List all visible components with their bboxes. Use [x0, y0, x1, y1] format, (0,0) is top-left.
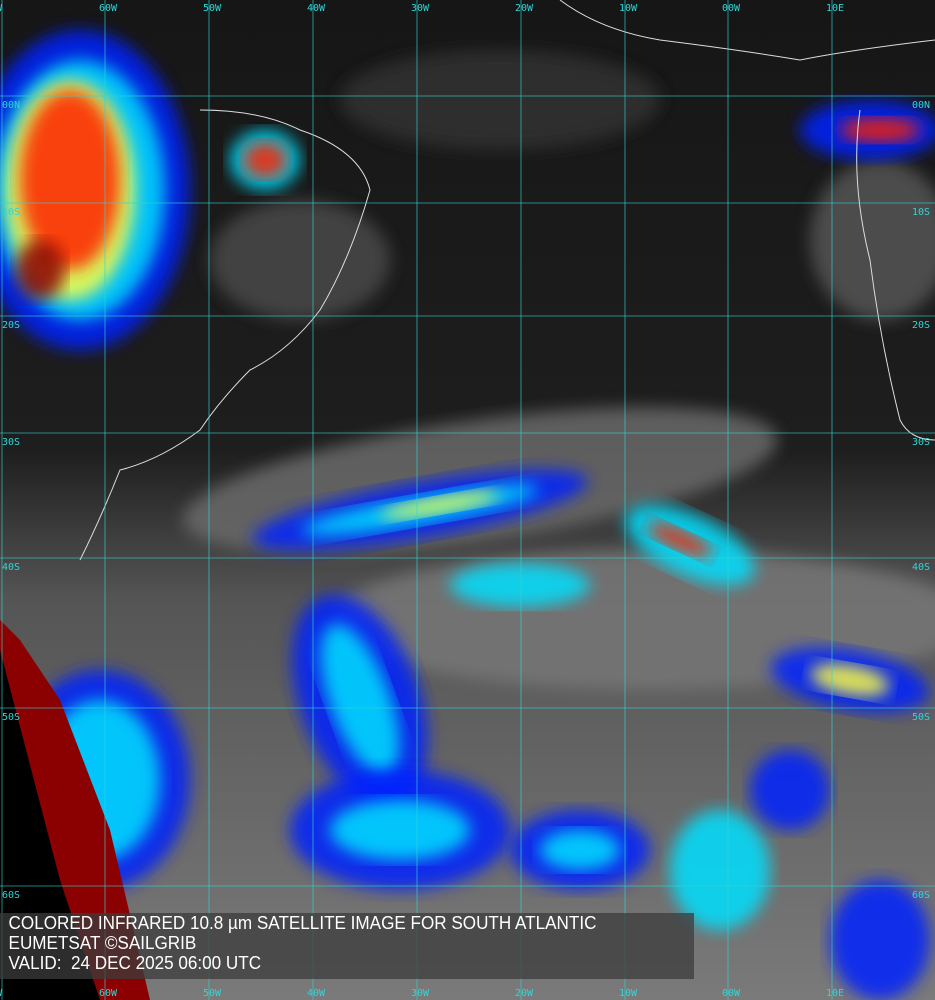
- latitude-label: 60S: [2, 890, 20, 901]
- cloud-blob: [840, 118, 920, 142]
- latitude-label: 00N: [2, 100, 20, 111]
- longitude-label: 10W: [619, 988, 638, 999]
- latitude-label: 60S: [912, 890, 930, 901]
- caption-valid-time: VALID: 24 DEC 2025 06:00 UTC: [8, 953, 262, 973]
- cloud-blob: [243, 142, 287, 178]
- latitude-label: 40S: [912, 562, 930, 573]
- cloud-blob: [647, 522, 713, 558]
- latitude-label: 50S: [2, 712, 20, 723]
- latitude-label: 00N: [912, 100, 930, 111]
- longitude-label: 00W: [722, 988, 741, 999]
- longitude-label: 50W: [203, 988, 222, 999]
- cloud-blob: [830, 880, 930, 1000]
- coastlines: [79, 0, 935, 561]
- longitude-label: 20W: [515, 3, 534, 14]
- cloud-blob: [810, 160, 935, 320]
- longitude-label: 30W: [411, 3, 430, 14]
- latitude-label: 40S: [2, 562, 20, 573]
- cloud-blob: [750, 750, 830, 830]
- longitude-label: 30W: [411, 988, 430, 999]
- longitude-label: 20W: [515, 988, 534, 999]
- latitude-label: 20S: [912, 320, 930, 331]
- latitude-label: 20S: [2, 320, 20, 331]
- longitude-label: 40W: [307, 3, 326, 14]
- longitude-label: W: [0, 3, 3, 14]
- longitude-label: 10E: [826, 988, 844, 999]
- cloud-blob: [450, 563, 590, 607]
- latitude-label: 50S: [912, 712, 930, 723]
- cloud-blob: [670, 810, 770, 930]
- longitude-label: 10E: [826, 3, 844, 14]
- longitude-label: 50W: [203, 3, 222, 14]
- longitude-label: W: [0, 988, 3, 999]
- cloud-blob: [340, 50, 660, 150]
- latitude-label: 30S: [912, 437, 930, 448]
- cloud-layer: [0, 30, 935, 1000]
- cloud-blob: [210, 200, 390, 320]
- image-caption: COLORED INFRARED 10.8 µm SATELLITE IMAGE…: [0, 913, 694, 979]
- cloud-blob: [320, 624, 400, 776]
- space-edge: [0, 650, 100, 1000]
- longitude-label: 60W: [99, 988, 118, 999]
- longitude-label: 60W: [99, 3, 118, 14]
- latitude-label: 30S: [2, 437, 20, 448]
- cloud-blob: [540, 830, 620, 870]
- latitude-label: 10S: [2, 207, 20, 218]
- caption-source: EUMETSAT ©SAILGRIB: [8, 933, 197, 953]
- cloud-blob: [15, 240, 65, 300]
- cloud-blob: [20, 90, 120, 270]
- caption-title: COLORED INFRARED 10.8 µm SATELLITE IMAGE…: [8, 913, 597, 933]
- latitude-label: 10S: [912, 207, 930, 218]
- longitude-label: 10W: [619, 3, 638, 14]
- cloud-blob: [810, 663, 890, 697]
- cloud-blob: [380, 491, 500, 519]
- longitude-label: 00W: [722, 3, 741, 14]
- longitude-label: 40W: [307, 988, 326, 999]
- cloud-blob: [330, 800, 470, 860]
